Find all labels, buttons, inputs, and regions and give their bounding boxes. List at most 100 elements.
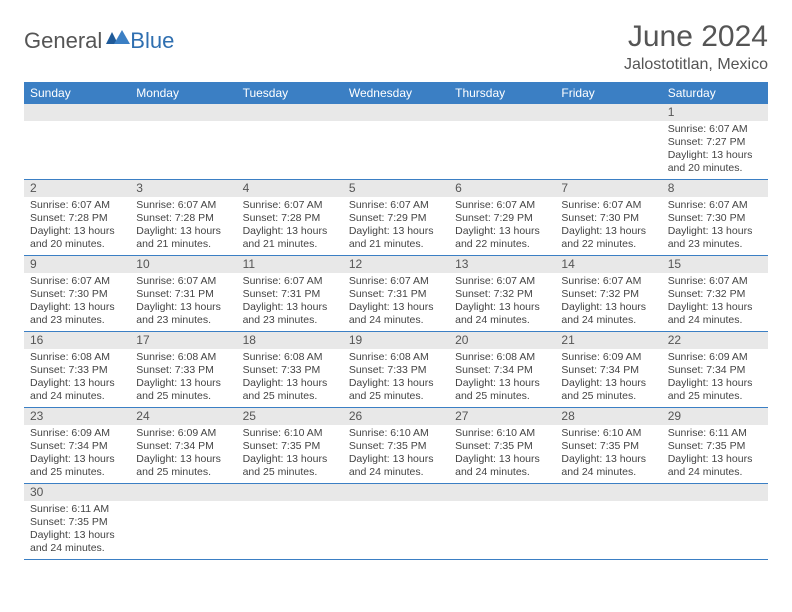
day-details: Sunrise: 6:07 AMSunset: 7:31 PMDaylight:… <box>343 273 449 331</box>
day-cell: 24Sunrise: 6:09 AMSunset: 7:34 PMDayligh… <box>130 408 236 484</box>
day-details: Sunrise: 6:07 AMSunset: 7:28 PMDaylight:… <box>24 197 130 255</box>
sunset-text: Sunset: 7:35 PM <box>243 440 337 453</box>
day-number: 30 <box>24 484 130 501</box>
sunrise-text: Sunrise: 6:11 AM <box>30 503 124 516</box>
day-number: 23 <box>24 408 130 425</box>
sunset-text: Sunset: 7:34 PM <box>561 364 655 377</box>
day-details: Sunrise: 6:07 AMSunset: 7:28 PMDaylight:… <box>130 197 236 255</box>
sunrise-text: Sunrise: 6:08 AM <box>243 351 337 364</box>
day-details: Sunrise: 6:07 AMSunset: 7:31 PMDaylight:… <box>130 273 236 331</box>
day-details: Sunrise: 6:07 AMSunset: 7:30 PMDaylight:… <box>24 273 130 331</box>
daylight-text: and 24 minutes. <box>349 466 443 479</box>
empty-day-number <box>449 484 555 501</box>
empty-day-body <box>237 121 343 173</box>
empty-day-body <box>24 121 130 173</box>
empty-day-body <box>449 121 555 173</box>
day-header-row: Sunday Monday Tuesday Wednesday Thursday… <box>24 82 768 104</box>
daylight-text: Daylight: 13 hours <box>30 301 124 314</box>
day-number: 15 <box>662 256 768 273</box>
daylight-text: and 25 minutes. <box>243 390 337 403</box>
empty-day-number <box>24 104 130 121</box>
day-number: 20 <box>449 332 555 349</box>
week-row: 16Sunrise: 6:08 AMSunset: 7:33 PMDayligh… <box>24 332 768 408</box>
sunset-text: Sunset: 7:30 PM <box>668 212 762 225</box>
day-header-cell: Thursday <box>449 82 555 104</box>
sunrise-text: Sunrise: 6:08 AM <box>136 351 230 364</box>
sunset-text: Sunset: 7:34 PM <box>30 440 124 453</box>
daylight-text: and 23 minutes. <box>30 314 124 327</box>
day-number: 26 <box>343 408 449 425</box>
sunrise-text: Sunrise: 6:10 AM <box>455 427 549 440</box>
calendar-body: 1Sunrise: 6:07 AMSunset: 7:27 PMDaylight… <box>24 104 768 560</box>
calendar-page: General Blue June 2024 Jalostotitlan, Me… <box>0 0 792 580</box>
day-cell <box>130 484 236 560</box>
daylight-text: Daylight: 13 hours <box>668 453 762 466</box>
sunrise-text: Sunrise: 6:07 AM <box>561 199 655 212</box>
daylight-text: and 25 minutes. <box>668 390 762 403</box>
day-details: Sunrise: 6:09 AMSunset: 7:34 PMDaylight:… <box>130 425 236 483</box>
daylight-text: and 24 minutes. <box>30 542 124 555</box>
sunrise-text: Sunrise: 6:07 AM <box>668 199 762 212</box>
sunrise-text: Sunrise: 6:07 AM <box>455 275 549 288</box>
daylight-text: and 24 minutes. <box>349 314 443 327</box>
daylight-text: and 21 minutes. <box>136 238 230 251</box>
daylight-text: Daylight: 13 hours <box>349 225 443 238</box>
week-row: 2Sunrise: 6:07 AMSunset: 7:28 PMDaylight… <box>24 180 768 256</box>
day-number: 9 <box>24 256 130 273</box>
day-number: 5 <box>343 180 449 197</box>
day-cell: 4Sunrise: 6:07 AMSunset: 7:28 PMDaylight… <box>237 180 343 256</box>
day-details: Sunrise: 6:10 AMSunset: 7:35 PMDaylight:… <box>449 425 555 483</box>
day-details: Sunrise: 6:07 AMSunset: 7:30 PMDaylight:… <box>555 197 661 255</box>
week-row: 23Sunrise: 6:09 AMSunset: 7:34 PMDayligh… <box>24 408 768 484</box>
daylight-text: Daylight: 13 hours <box>30 453 124 466</box>
sunrise-text: Sunrise: 6:07 AM <box>30 275 124 288</box>
day-number: 18 <box>237 332 343 349</box>
empty-day-body <box>237 501 343 553</box>
day-details: Sunrise: 6:07 AMSunset: 7:32 PMDaylight:… <box>449 273 555 331</box>
sunrise-text: Sunrise: 6:11 AM <box>668 427 762 440</box>
sunrise-text: Sunrise: 6:09 AM <box>136 427 230 440</box>
day-cell <box>662 484 768 560</box>
sunset-text: Sunset: 7:35 PM <box>349 440 443 453</box>
sunset-text: Sunset: 7:32 PM <box>455 288 549 301</box>
day-cell: 1Sunrise: 6:07 AMSunset: 7:27 PMDaylight… <box>662 104 768 180</box>
day-number: 24 <box>130 408 236 425</box>
daylight-text: Daylight: 13 hours <box>668 149 762 162</box>
sunrise-text: Sunrise: 6:07 AM <box>243 275 337 288</box>
empty-day-body <box>662 501 768 553</box>
daylight-text: Daylight: 13 hours <box>561 377 655 390</box>
sunset-text: Sunset: 7:33 PM <box>30 364 124 377</box>
daylight-text: Daylight: 13 hours <box>668 225 762 238</box>
daylight-text: Daylight: 13 hours <box>30 225 124 238</box>
day-cell: 11Sunrise: 6:07 AMSunset: 7:31 PMDayligh… <box>237 256 343 332</box>
daylight-text: Daylight: 13 hours <box>349 301 443 314</box>
month-title: June 2024 <box>624 20 768 54</box>
sunset-text: Sunset: 7:30 PM <box>30 288 124 301</box>
sunrise-text: Sunrise: 6:07 AM <box>561 275 655 288</box>
day-cell: 8 Sunrise: 6:07 AMSunset: 7:30 PMDaylight… <box>662 180 768 256</box>
daylight-text: and 23 minutes. <box>668 238 762 251</box>
day-cell: 6Sunrise: 6:07 AMSunset: 7:29 PMDaylight… <box>449 180 555 256</box>
daylight-text: Daylight: 13 hours <box>30 529 124 542</box>
day-number: 11 <box>237 256 343 273</box>
day-header-cell: Wednesday <box>343 82 449 104</box>
day-cell: 13Sunrise: 6:07 AMSunset: 7:32 PMDayligh… <box>449 256 555 332</box>
day-number: 8 <box>662 180 768 197</box>
day-details: Sunrise: 6:07 AMSunset: 7:29 PMDaylight:… <box>449 197 555 255</box>
day-cell: 18Sunrise: 6:08 AMSunset: 7:33 PMDayligh… <box>237 332 343 408</box>
sunset-text: Sunset: 7:35 PM <box>668 440 762 453</box>
day-cell: 7Sunrise: 6:07 AMSunset: 7:30 PMDaylight… <box>555 180 661 256</box>
sunrise-text: Sunrise: 6:07 AM <box>243 199 337 212</box>
day-details: Sunrise: 6:10 AMSunset: 7:35 PMDaylight:… <box>343 425 449 483</box>
daylight-text: and 25 minutes. <box>136 466 230 479</box>
day-cell <box>237 104 343 180</box>
day-details: Sunrise: 6:07 AMSunset: 7:27 PMDaylight:… <box>662 121 768 179</box>
sunset-text: Sunset: 7:34 PM <box>668 364 762 377</box>
daylight-text: Daylight: 13 hours <box>455 453 549 466</box>
empty-day-number <box>662 484 768 501</box>
week-row: 1Sunrise: 6:07 AMSunset: 7:27 PMDaylight… <box>24 104 768 180</box>
daylight-text: and 24 minutes. <box>561 466 655 479</box>
sunset-text: Sunset: 7:34 PM <box>136 440 230 453</box>
day-number: 2 <box>24 180 130 197</box>
empty-day-number <box>343 104 449 121</box>
